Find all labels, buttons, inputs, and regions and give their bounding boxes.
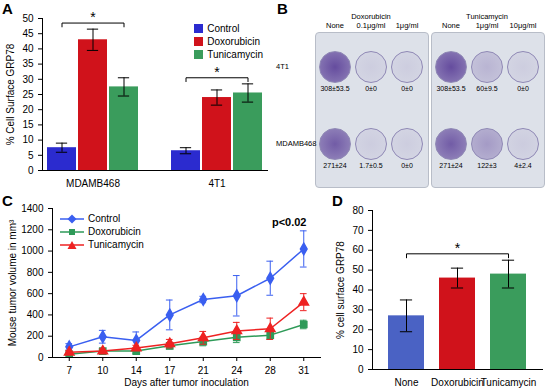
svg-text:0: 0	[358, 364, 364, 375]
svg-text:800: 800	[27, 267, 44, 278]
svg-text:30: 30	[22, 74, 34, 85]
html-text:308±53.5: 308±53.5	[320, 84, 350, 92]
html-text:D: D	[332, 192, 343, 209]
html-text:Doxorubicin: Doxorubicin	[207, 36, 260, 47]
html-text:0±0: 0±0	[401, 84, 413, 92]
svg-text:80: 80	[352, 205, 364, 216]
svg-text:1200: 1200	[21, 224, 44, 235]
html-text:10μg/ml: 10μg/ml	[509, 21, 537, 30]
html-text:0±0: 0±0	[517, 84, 529, 92]
html-text:A: A	[2, 0, 13, 17]
svg-text:10: 10	[22, 134, 34, 145]
svg-text:600: 600	[27, 288, 44, 299]
html-text:MDAMB468: MDAMB468	[276, 138, 317, 148]
svg-text:400: 400	[27, 309, 44, 320]
html-text:0±0: 0±0	[365, 84, 377, 92]
svg-text:*: *	[90, 9, 96, 25]
svg-text:MDAMB468: MDAMB468	[66, 178, 120, 189]
svg-text:1400: 1400	[21, 203, 44, 214]
html-text:B: B	[277, 0, 288, 17]
html-text:Control: Control	[207, 23, 240, 34]
html-text:1.7±0.5: 1.7±0.5	[359, 161, 383, 169]
svg-text:5: 5	[28, 150, 34, 161]
svg-text:70: 70	[352, 225, 364, 236]
svg-text:30: 30	[352, 304, 364, 315]
svg-text:*: *	[214, 64, 220, 80]
svg-text:1000: 1000	[21, 245, 44, 256]
html-text:271±24: 271±24	[439, 161, 463, 169]
html-text:None: None	[326, 21, 344, 30]
svg-text:35: 35	[22, 58, 34, 69]
svg-text:p<0.02: p<0.02	[272, 216, 307, 228]
svg-text:Tunicamycin: Tunicamycin	[481, 377, 537, 388]
svg-text:28: 28	[265, 365, 277, 376]
svg-text:10: 10	[97, 365, 109, 376]
svg-text:50: 50	[22, 13, 34, 24]
svg-text:40: 40	[352, 284, 364, 295]
html-text:1μg/ml: 1μg/ml	[395, 21, 419, 30]
svg-text:0: 0	[28, 165, 34, 176]
html-text:Tunicamycin: Tunicamycin	[88, 239, 144, 250]
svg-text:0: 0	[38, 352, 44, 363]
svg-text:24: 24	[231, 365, 243, 376]
html-text:C: C	[2, 192, 13, 209]
svg-text:7: 7	[66, 365, 72, 376]
html-text:Doxorubicin 0.1μg/ml: Doxorubicin 0.1μg/ml	[351, 12, 391, 30]
html-text:122±3: 122±3	[477, 161, 497, 169]
svg-text:31: 31	[298, 365, 310, 376]
svg-text:*: *	[455, 240, 461, 256]
html-text:None: None	[442, 21, 460, 30]
html-text:308±53.5: 308±53.5	[436, 84, 466, 92]
svg-text:60: 60	[352, 244, 364, 255]
svg-text:Mouse tumor volume in mm³: Mouse tumor volume in mm³	[7, 219, 18, 346]
svg-text:4T1: 4T1	[208, 178, 226, 189]
html-text:Tunicamycin: Tunicamycin	[207, 49, 263, 60]
html-text:4T1: 4T1	[276, 61, 289, 71]
svg-text:45: 45	[22, 28, 34, 39]
svg-text:20: 20	[22, 104, 34, 115]
svg-text:10: 10	[352, 344, 364, 355]
html-text:Doxorubicin: Doxorubicin	[88, 226, 141, 237]
svg-text:% cell surface GRP78: % cell surface GRP78	[335, 241, 346, 339]
html-text:60±9.5: 60±9.5	[476, 84, 498, 92]
svg-text:200: 200	[27, 330, 44, 341]
html-text:Tunicamycin 1μg/ml: Tunicamycin 1μg/ml	[466, 12, 508, 30]
svg-text:Days after tumor inoculation: Days after tumor inoculation	[124, 377, 249, 388]
svg-text:50: 50	[352, 264, 364, 275]
svg-text:40: 40	[22, 43, 34, 54]
svg-text:25: 25	[22, 89, 34, 100]
html-text:271±24: 271±24	[323, 161, 347, 169]
svg-text:20: 20	[352, 324, 364, 335]
html-text:4±2.4: 4±2.4	[514, 161, 532, 169]
svg-text:None: None	[395, 377, 419, 388]
svg-text:% Cell Surface GRP78: % Cell Surface GRP78	[5, 43, 16, 145]
svg-text:17: 17	[164, 365, 176, 376]
html-text:Control: Control	[88, 213, 121, 224]
html-text:0±0: 0±0	[401, 161, 413, 169]
svg-text:14: 14	[131, 365, 143, 376]
svg-text:Doxorubicin: Doxorubicin	[431, 377, 484, 388]
svg-text:21: 21	[198, 365, 210, 376]
svg-text:15: 15	[22, 119, 34, 130]
